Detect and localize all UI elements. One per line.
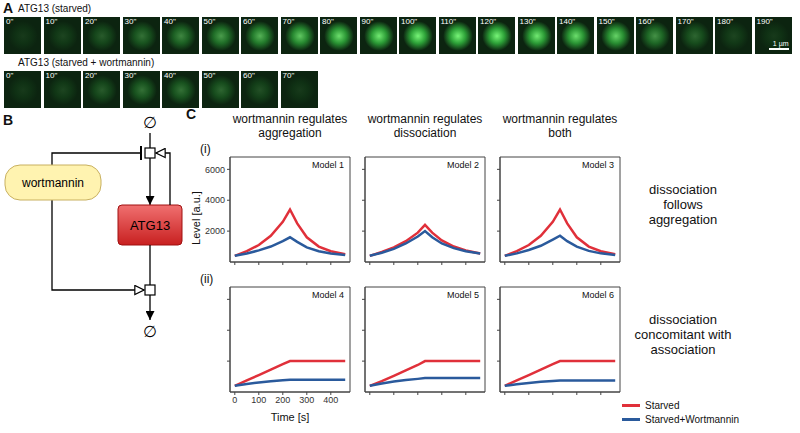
html-text:150": 150" xyxy=(598,17,615,26)
svg-text:ATG13: ATG13 xyxy=(130,218,170,233)
svg-text:0: 0 xyxy=(232,395,237,405)
html-text:A ATG13 (starved): A ATG13 (starved) xyxy=(3,0,92,16)
html-text:30": 30" xyxy=(124,17,137,26)
html-text:Model 4: Model 4 xyxy=(312,290,344,300)
svg-text:4000: 4000 xyxy=(205,195,225,205)
svg-text:300: 300 xyxy=(299,395,314,405)
html-text:130": 130" xyxy=(519,17,536,26)
html-text:50": 50" xyxy=(203,17,216,26)
html-text:dissociation follows aggregati: dissociation follows aggregation xyxy=(648,182,718,227)
html-text:90": 90" xyxy=(361,17,374,26)
html-text:170": 170" xyxy=(677,17,694,26)
html-text:60": 60" xyxy=(243,17,255,26)
svg-text:200: 200 xyxy=(275,395,290,405)
svg-text:100: 100 xyxy=(251,395,266,405)
html-text:50": 50" xyxy=(203,71,216,80)
html-text:0": 0" xyxy=(6,71,14,80)
html-text:Level [a.u.]: Level [a.u.] xyxy=(190,191,202,245)
html-text:(i): (i) xyxy=(200,142,211,156)
html-text:40": 40" xyxy=(164,17,176,26)
html-text:70": 70" xyxy=(282,71,295,80)
html-text:20": 20" xyxy=(85,71,97,80)
html-text:Time [s]: Time [s] xyxy=(270,411,310,423)
svg-text:∅: ∅ xyxy=(143,322,157,341)
html-text:110": 110" xyxy=(440,17,457,26)
html-text:180": 180" xyxy=(717,17,734,26)
html-text:dissociation concomitant with: dissociation concomitant with associatio… xyxy=(634,312,732,357)
svg-text:wortmannin: wortmannin xyxy=(21,176,84,190)
html-text:Starved: Starved xyxy=(645,399,680,411)
html-text:20": 20" xyxy=(85,17,97,26)
svg-text:6000: 6000 xyxy=(205,165,225,175)
html-text:0": 0" xyxy=(6,17,14,26)
html-text:120": 120" xyxy=(480,17,497,26)
html-text:Model 3: Model 3 xyxy=(582,160,614,170)
html-text:Model 5: Model 5 xyxy=(447,290,479,300)
html-text:C: C xyxy=(186,106,197,122)
html-text:Model 1: Model 1 xyxy=(312,160,344,170)
html-text:(ii): (ii) xyxy=(200,272,214,286)
html-text:10": 10" xyxy=(45,71,58,80)
html-text:B: B xyxy=(3,112,14,128)
html-text:40": 40" xyxy=(164,71,176,80)
svg-text:∅: ∅ xyxy=(143,113,157,132)
html-text:Model 6: Model 6 xyxy=(582,290,614,300)
html-text:30": 30" xyxy=(124,71,137,80)
html-text:60": 60" xyxy=(243,71,255,80)
html-text:70": 70" xyxy=(282,17,295,26)
html-text:1 µm: 1 µm xyxy=(772,40,789,47)
html-text:wortmannin regulates dissociat: wortmannin regulates dissociation xyxy=(367,112,483,140)
html-text:140": 140" xyxy=(559,17,576,26)
html-text:Model 2: Model 2 xyxy=(447,160,479,170)
svg-text:400: 400 xyxy=(323,395,338,405)
html-text:100": 100" xyxy=(401,17,418,26)
html-text:ATG13 (starved + wortmannin): ATG13 (starved + wortmannin) xyxy=(18,57,155,68)
html-text:10": 10" xyxy=(45,17,58,26)
html-text:190": 190" xyxy=(756,17,773,26)
html-text:Starved+Wortmannin: Starved+Wortmannin xyxy=(645,413,739,425)
html-text:160": 160" xyxy=(638,17,655,26)
svg-text:2000: 2000 xyxy=(205,226,225,236)
html-text:80": 80" xyxy=(322,17,334,26)
html-text:wortmannin regulates aggregati: wortmannin regulates aggregation xyxy=(232,112,348,140)
html-text:wortmannin regulates both: wortmannin regulates both xyxy=(502,112,618,140)
